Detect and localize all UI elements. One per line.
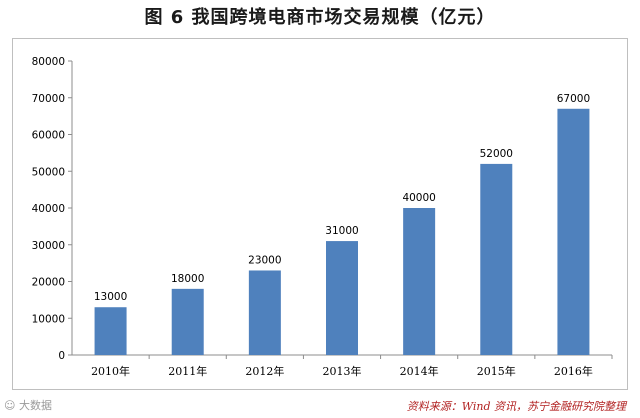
x-tick-label: 2013年 <box>323 364 362 378</box>
data-label: 40000 <box>402 192 435 204</box>
data-label: 23000 <box>248 254 281 266</box>
x-tick-label: 2010年 <box>91 364 130 378</box>
chart-frame <box>12 38 628 390</box>
data-label: 18000 <box>171 273 204 285</box>
x-tick-label: 2011年 <box>168 364 207 378</box>
x-tick-label: 2012年 <box>245 364 284 378</box>
data-label: 13000 <box>94 291 127 303</box>
y-tick-label: 70000 <box>32 93 65 105</box>
x-tick-label: 2015年 <box>477 364 516 378</box>
watermark: ☺ 大数据 <box>4 399 52 412</box>
bar <box>480 163 513 355</box>
y-tick-label: 0 <box>58 350 65 362</box>
y-tick-label: 40000 <box>32 203 65 215</box>
data-label: 52000 <box>480 148 513 160</box>
x-tick-label: 2014年 <box>400 364 439 378</box>
y-tick-label: 20000 <box>32 277 65 289</box>
y-tick-label: 30000 <box>32 240 65 252</box>
chart-title: 图 6 我国跨境电商市场交易规模（亿元） <box>144 7 496 28</box>
bar <box>326 241 358 355</box>
y-tick-label: 50000 <box>32 166 65 178</box>
x-tick-label: 2016年 <box>554 364 593 378</box>
data-label: 31000 <box>325 225 358 237</box>
y-tick-label: 80000 <box>32 56 65 68</box>
data-label: 67000 <box>557 93 590 105</box>
source-note: 资料来源：Wind 资讯，苏宁金融研究院整理 <box>406 400 626 413</box>
y-tick-label: 60000 <box>32 130 65 142</box>
y-tick-label: 10000 <box>32 313 65 325</box>
bar <box>557 108 590 356</box>
bar <box>94 307 127 355</box>
bar <box>171 288 204 355</box>
bar <box>248 270 281 355</box>
bar <box>403 208 436 355</box>
